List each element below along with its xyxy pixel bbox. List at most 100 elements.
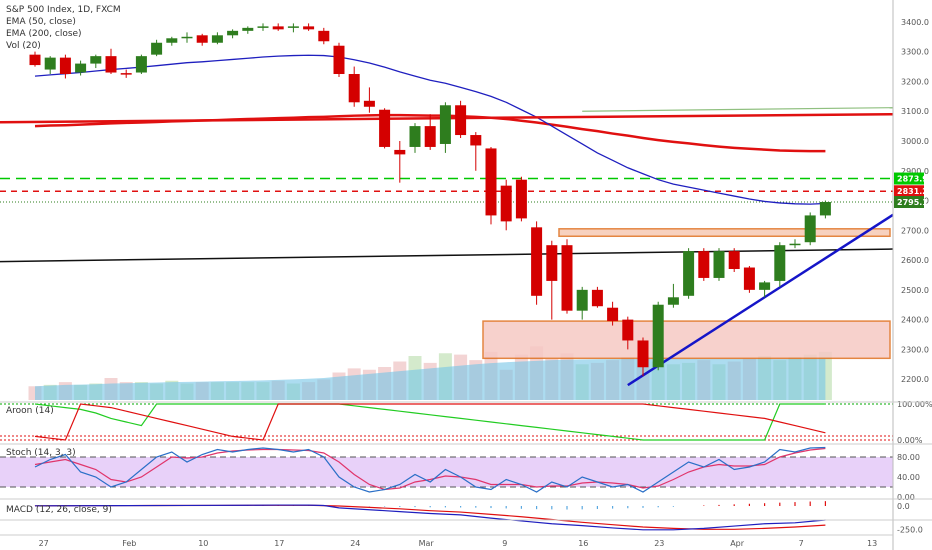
price-tick-label: 3400.0: [901, 18, 929, 27]
candle-body: [637, 340, 649, 368]
candle-body: [59, 57, 71, 75]
candle-body: [105, 56, 117, 73]
candle-body: [804, 215, 816, 243]
time-tick-label: Mar: [419, 539, 435, 548]
price-tick-label: 2300.0: [901, 345, 929, 354]
aroon-down-line: [34, 403, 826, 441]
ema-reference-line: [582, 107, 894, 112]
candle-body: [576, 289, 588, 311]
time-tick-label: 10: [198, 539, 208, 548]
volume-ma-area: [35, 358, 826, 400]
candle-body: [333, 45, 345, 75]
candle-body: [257, 26, 269, 28]
candle-body: [272, 26, 284, 30]
candle-body: [546, 245, 558, 281]
candle-body: [470, 135, 482, 146]
aroon-pane: 100.00% 0.00%: [0, 400, 932, 445]
time-tick-label: 23: [654, 539, 664, 548]
candle-body: [196, 35, 208, 43]
candle-body: [211, 35, 223, 43]
volume-layer: [28, 346, 832, 400]
time-tick-label: 17: [274, 539, 284, 548]
legend-volume: Vol (20): [6, 41, 41, 51]
candle-body: [44, 57, 56, 70]
price-tick-label: 3300.0: [901, 48, 929, 57]
candle-body: [455, 105, 467, 136]
price-tick-label: 2200.0: [901, 375, 929, 384]
price-tag-label: 2873.9: [897, 175, 928, 184]
zones-layer: [482, 228, 891, 360]
candle-body: [227, 30, 239, 36]
candle-body: [713, 251, 725, 278]
candle-body: [242, 27, 254, 31]
candle-body: [683, 251, 695, 296]
macd-label: MACD (12, 26, close, 9): [6, 505, 112, 515]
candle-body: [607, 307, 619, 322]
price-tick-label: 2500.0: [901, 286, 929, 295]
trend-line-blue: [627, 213, 894, 387]
candle-body: [318, 30, 330, 42]
candle-body: [363, 100, 375, 107]
macd-line: [34, 504, 826, 531]
candle-body: [424, 126, 436, 147]
time-tick-label: 27: [39, 539, 49, 548]
candle-body: [728, 251, 740, 270]
candle-body: [394, 149, 406, 155]
candle-body: [287, 26, 299, 28]
aroon-up-line: [34, 403, 826, 441]
candle-body: [652, 304, 664, 368]
macd-pane: 0.0 -250.0: [34, 501, 923, 534]
time-tick-label: 16: [578, 539, 588, 548]
legend: S&P 500 Index, 1D, FXCM EMA (50, close) …: [6, 5, 121, 515]
candle-body: [29, 54, 41, 66]
price-tag-label: 2831.2: [897, 187, 928, 196]
candle-body: [181, 36, 193, 39]
time-axis[interactable]: 27 Feb 10 17 24 Mar 9 16 23 Apr 7 13: [0, 534, 893, 548]
candle-body: [774, 245, 786, 281]
candle-body: [439, 105, 451, 144]
candle-body: [348, 74, 360, 103]
candle-body: [151, 42, 163, 55]
candle-body: [819, 202, 831, 216]
candles-layer: [29, 23, 831, 377]
time-tick-label: Apr: [730, 539, 745, 548]
aroon-label: Aroon (14): [6, 406, 54, 416]
hlines-layer: [0, 177, 893, 203]
candle-body: [759, 282, 771, 290]
candle-body: [789, 243, 801, 246]
price-tick-label: 3200.0: [901, 77, 929, 86]
price-tag: [894, 172, 924, 185]
trend-line-black: [0, 248, 894, 263]
candle-body: [379, 109, 391, 147]
support-zone: [558, 228, 891, 238]
candle-body: [743, 267, 755, 290]
stoch-k-line: [34, 446, 826, 493]
macd-tick-label: 0.0: [897, 502, 910, 511]
candle-body: [303, 26, 315, 30]
candle-body: [591, 289, 603, 307]
time-tick-label: 9: [502, 539, 507, 548]
legend-ema50: EMA (50, close): [6, 17, 76, 27]
price-tag: [894, 185, 924, 198]
candle-body: [75, 63, 87, 73]
candle-body: [698, 251, 710, 278]
price-tick-label: 3000.0: [901, 137, 929, 146]
stoch-tick-label: 80.00: [897, 453, 920, 462]
candle-body: [515, 179, 527, 219]
time-tick-label: 13: [867, 539, 877, 548]
candle-body: [166, 38, 178, 43]
time-tick-label: Feb: [122, 539, 136, 548]
price-tick-label: 3100.0: [901, 107, 929, 116]
ema50-line: [34, 54, 826, 205]
stoch-label: Stoch (14, 3, 3): [6, 448, 76, 458]
candle-body: [667, 297, 679, 305]
candle-body: [90, 56, 102, 64]
candle-body: [561, 245, 573, 311]
macd-tick-label: -250.0: [897, 525, 923, 534]
price-tag-label: 2795.1: [897, 198, 928, 207]
aroon-tick-label: 100.00%: [897, 400, 932, 409]
candle-body: [135, 56, 147, 73]
stoch-tick-label: 40.00: [897, 473, 920, 482]
